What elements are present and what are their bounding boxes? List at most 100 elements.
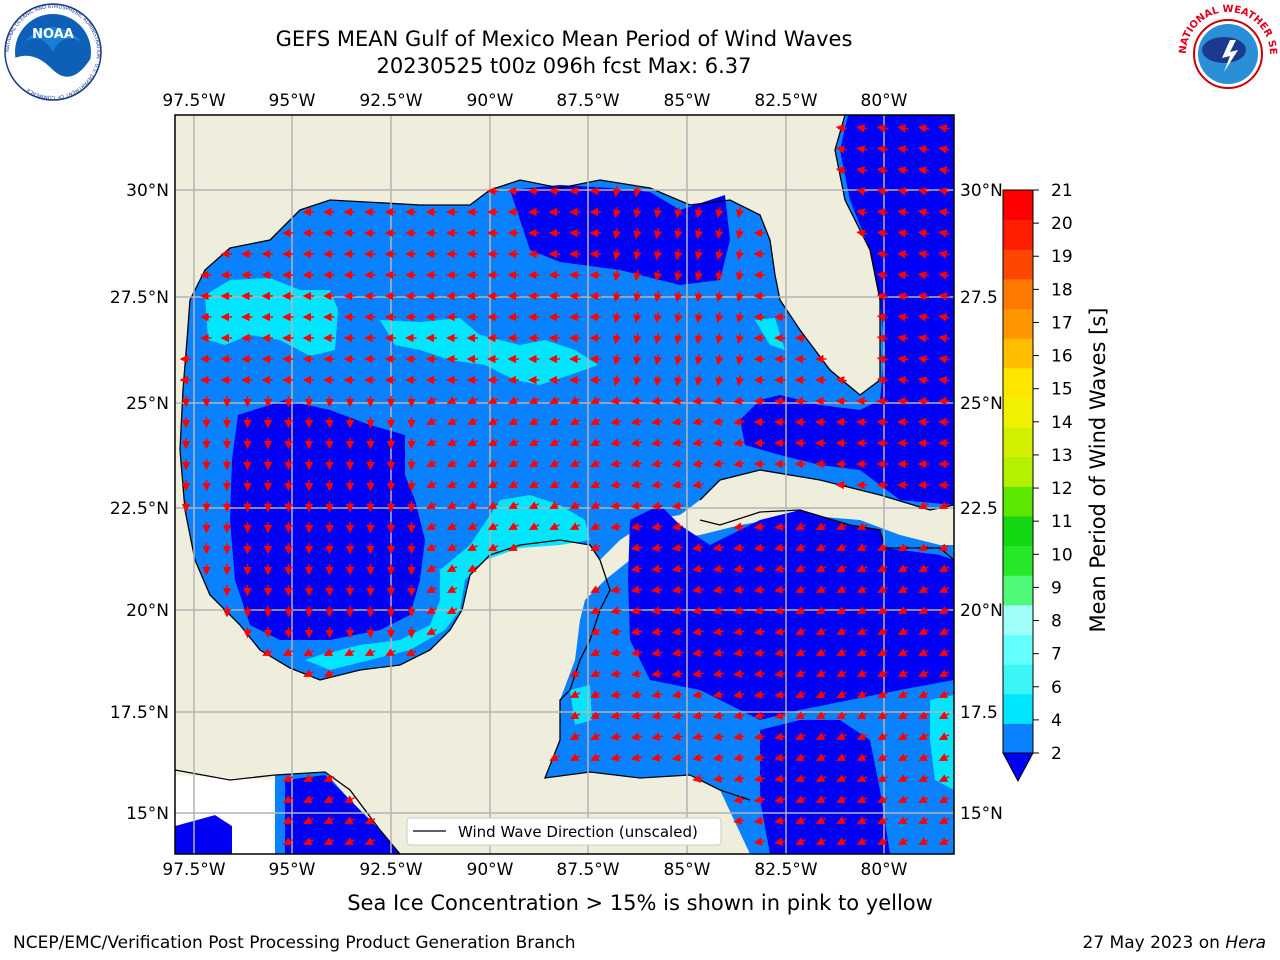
wind-wave-arrow (692, 396, 704, 405)
wind-wave-arrow (590, 480, 601, 488)
wind-wave-arrow (612, 290, 622, 303)
wind-wave-arrow (836, 522, 847, 530)
wind-wave-arrow (856, 522, 868, 530)
low-period-caribbean (628, 505, 954, 720)
wind-wave-arrow (694, 227, 704, 240)
wind-wave-arrow (674, 206, 683, 219)
wind-wave-arrow (897, 753, 909, 761)
colorbar-tick-label: 21 (1051, 181, 1073, 201)
wind-wave-arrow (671, 396, 684, 405)
wind-wave-arrow (712, 417, 725, 426)
wind-wave-arrow (856, 753, 868, 761)
wind-wave-arrow (774, 627, 786, 636)
lon-tick-bottom: 97.5°W (162, 860, 225, 880)
wind-wave-arrow (733, 543, 745, 552)
wind-wave-arrow (856, 564, 868, 572)
wind-wave-arrow (753, 669, 766, 678)
wind-wave-arrow (876, 124, 889, 133)
wind-wave-arrow (938, 732, 950, 740)
wind-wave-arrow (528, 480, 540, 488)
noaa-logo-text: NOAA (32, 27, 74, 42)
wind-wave-arrow (712, 711, 725, 720)
wind-wave-arrow (733, 669, 745, 678)
wind-wave-arrow (303, 816, 314, 824)
wind-wave-arrow (712, 396, 725, 405)
wind-wave-arrow (856, 606, 868, 614)
wind-wave-arrow (508, 417, 519, 425)
wind-wave-arrow (918, 669, 929, 677)
wind-wave-arrow (917, 250, 930, 259)
wind-wave-arrow (303, 795, 314, 803)
wind-wave-arrow (487, 396, 499, 404)
wind-wave-arrow (508, 501, 519, 509)
wind-wave-arrow (569, 501, 581, 509)
wind-wave-arrow (917, 313, 930, 322)
lat-ticks-left: 30°N 27.5°N 25°N 22.5°N 20°N 17.5°N 15°N (110, 181, 169, 824)
colorbar-tick-label: 12 (1051, 479, 1073, 499)
wind-wave-arrow (877, 585, 888, 593)
wind-wave-arrow (612, 269, 622, 282)
footer-date-text: 27 May 2023 on (1082, 933, 1226, 953)
wind-wave-arrow (795, 606, 806, 614)
lon-tick-bottom: 80°W (861, 860, 908, 880)
wind-wave-arrow (633, 269, 642, 282)
lon-tick-bottom: 90°W (467, 860, 514, 880)
wind-wave-arrow (856, 166, 868, 175)
wind-wave-arrow (938, 292, 950, 301)
wind-wave-arrow (856, 585, 868, 593)
chart-title: GEFS MEAN Gulf of Mexico Mean Period of … (275, 27, 853, 51)
wind-wave-arrow (774, 732, 786, 741)
wind-wave-arrow (856, 648, 868, 656)
lat-tick-right: 27.5 (960, 288, 998, 308)
colorbar-segment (1003, 308, 1033, 339)
wind-wave-arrow (876, 355, 889, 364)
wind-wave-arrow (671, 480, 684, 489)
wind-wave-arrow (753, 627, 766, 636)
wind-wave-arrow (876, 376, 889, 385)
wind-wave-arrow (856, 229, 868, 238)
wind-wave-arrow (897, 271, 909, 280)
wind-wave-arrow (715, 248, 724, 261)
coastline-pacific (175, 769, 401, 854)
wind-wave-arrow (917, 334, 930, 343)
wind-wave-arrow (836, 627, 847, 635)
wind-wave-arrow (753, 753, 766, 762)
lat-tick-left: 30°N (126, 181, 169, 201)
wind-wave-arrow (715, 290, 724, 303)
wind-wave-arrow (610, 459, 622, 468)
wind-wave-arrow (694, 206, 704, 219)
wind-wave-arrow (735, 311, 745, 324)
wind-wave-arrow (876, 271, 889, 280)
wind-wave-arrow (569, 438, 581, 446)
wind-wave-arrow (774, 711, 786, 720)
wind-wave-arrow (630, 627, 643, 636)
wind-wave-arrow (692, 459, 704, 468)
wind-wave-arrow (508, 396, 519, 404)
wind-wave-arrow (653, 311, 663, 324)
colorbar (1002, 189, 1034, 783)
colorbar-tick-label: 17 (1051, 313, 1073, 333)
wind-wave-arrow (630, 438, 643, 447)
wind-wave-arrow (897, 543, 909, 551)
wind-wave-arrow (610, 438, 622, 447)
wind-wave-arrow (671, 543, 684, 552)
wind-wave-arrow (856, 837, 868, 845)
wind-wave-arrow (712, 774, 725, 783)
wind-wave-arrow (897, 250, 909, 259)
wind-wave-arrow (735, 332, 745, 345)
wind-wave-arrow (836, 753, 847, 761)
wind-wave-arrow (918, 774, 929, 782)
wind-wave-arrow (774, 816, 786, 825)
wind-wave-arrow (733, 732, 745, 741)
wind-wave-arrow (897, 166, 909, 175)
wind-wave-arrow (671, 732, 684, 741)
wind-wave-arrow (712, 627, 725, 636)
wind-wave-arrow (508, 459, 519, 467)
wind-wave-arrow (323, 669, 335, 677)
wind-wave-arrow (918, 648, 929, 656)
wind-wave-arrow (590, 459, 601, 467)
lon-tick-bottom: 82.5°W (754, 860, 817, 880)
colorbar-segment (1003, 486, 1033, 517)
wind-wave-arrow (569, 690, 581, 698)
